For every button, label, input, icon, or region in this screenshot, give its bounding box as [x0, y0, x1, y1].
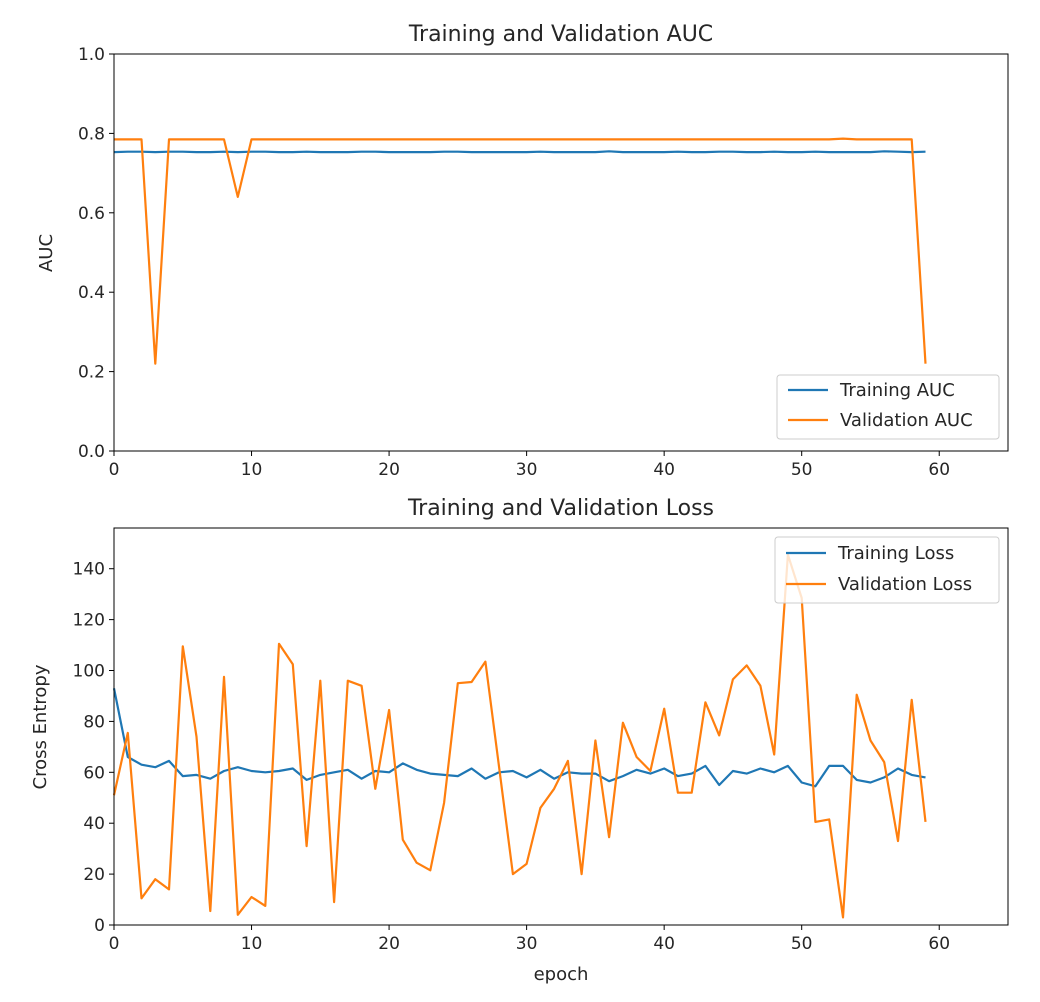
- auc-x-tick-label: 40: [653, 460, 675, 480]
- auc-x-tick-label: 0: [109, 460, 120, 480]
- auc-legend-box: [776, 374, 1000, 440]
- loss-x-tick-label: 10: [241, 934, 263, 954]
- auc-chart-title: Training and Validation AUC: [408, 22, 713, 47]
- auc-plot-frame: [113, 53, 1009, 452]
- auc-y-axis-label: AUC: [36, 234, 57, 272]
- auc-x-tick-label: 60: [928, 460, 950, 480]
- auc-series-line-training: [113, 150, 926, 154]
- loss-x-tick-label: 20: [378, 934, 400, 954]
- loss-x-tick-label: 60: [928, 934, 950, 954]
- auc-lines: [113, 137, 927, 365]
- auc-y-tick-label: 0.2: [78, 363, 105, 383]
- loss-y-axis-label: Cross Entropy: [30, 664, 51, 789]
- auc-x-tick-label: 30: [516, 460, 538, 480]
- auc-x-tick-label: 20: [378, 460, 400, 480]
- auc-chart: Training and Validation AUC AUC 0 10 20 30 4…: [36, 22, 1009, 480]
- auc-y-tick-label: 0.0: [78, 442, 105, 462]
- auc-series-line-validation: [114, 137, 927, 365]
- loss-y-tick-label: 40: [83, 814, 105, 834]
- loss-series-line-validation: [112, 553, 927, 919]
- auc-ticks: 0 10 20 30 40 50 60 0.0 0.2 0.4 0.6 0.8 1.0: [78, 45, 950, 480]
- loss-legend-label-validation: Validation Loss: [838, 574, 972, 595]
- auc-legend-label-validation: Validation AUC: [840, 410, 973, 431]
- auc-x-tick-label: 50: [791, 460, 813, 480]
- loss-series-line-training: [112, 688, 926, 788]
- loss-ticks: 0 10 20 30 40 50 60 0 20 40 60 80 100 120 140: [73, 560, 951, 954]
- loss-y-tick-label: 80: [83, 712, 105, 732]
- auc-y-tick-label: 0.8: [78, 124, 105, 144]
- auc-legend-label-training: Training AUC: [839, 380, 955, 401]
- loss-y-tick-label: 100: [73, 662, 105, 682]
- loss-plot-frame: [113, 527, 1009, 926]
- loss-y-tick-label: 0: [94, 916, 105, 936]
- loss-chart: Training and Validation Loss Cross Entro…: [30, 496, 1009, 985]
- loss-legend: Training Loss Validation Loss: [774, 536, 1000, 604]
- loss-legend-label-training: Training Loss: [837, 543, 954, 564]
- auc-y-tick-label: 0.6: [78, 204, 105, 224]
- loss-x-tick-label: 50: [791, 934, 813, 954]
- auc-y-tick-label: 0.4: [78, 283, 105, 303]
- loss-x-tick-label: 40: [653, 934, 675, 954]
- loss-x-tick-label: 30: [516, 934, 538, 954]
- loss-y-tick-label: 140: [73, 560, 105, 580]
- loss-chart-title: Training and Validation Loss: [407, 496, 714, 521]
- loss-x-axis-label: epoch: [534, 964, 589, 985]
- loss-lines: [112, 553, 927, 919]
- loss-legend-box: [774, 536, 1000, 604]
- auc-y-tick-label: 1.0: [78, 45, 105, 65]
- auc-x-tick-label: 10: [241, 460, 263, 480]
- auc-legend: Training AUC Validation AUC: [776, 374, 1000, 440]
- loss-x-tick-label: 0: [109, 934, 120, 954]
- loss-y-tick-label: 120: [73, 611, 105, 631]
- loss-y-tick-label: 60: [83, 763, 105, 783]
- loss-y-tick-label: 20: [83, 865, 105, 885]
